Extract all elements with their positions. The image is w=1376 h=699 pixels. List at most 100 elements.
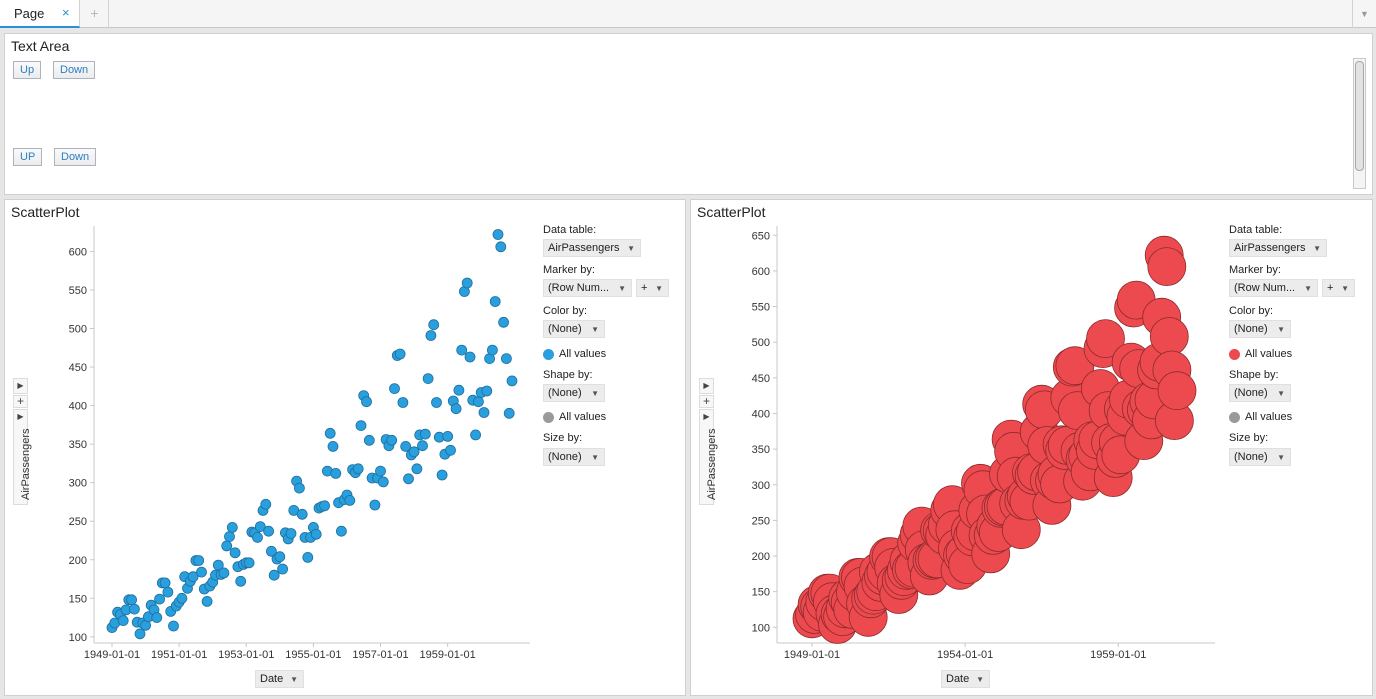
data-point (187, 571, 199, 583)
scatter-chart-right[interactable]: 100 150 200 250 300 350 400 450 500 550 600 650 1949… (691, 200, 1374, 697)
data-point (344, 494, 356, 506)
marker-by-dropdown[interactable]: (Row Num... ▼ (543, 279, 632, 297)
x-axis-selector[interactable]: Date ▼ (941, 670, 990, 688)
color-by-dropdown[interactable]: (None) ▼ (1229, 320, 1291, 338)
data-point (327, 440, 339, 452)
data-point (506, 375, 518, 387)
data-point (201, 595, 213, 607)
y-tick-label: 150 (69, 593, 87, 605)
shape-legend-label: All values (1245, 411, 1293, 423)
data-point (235, 575, 247, 587)
data-point (408, 446, 420, 458)
y-tick-label: 150 (752, 587, 770, 599)
y-axis-controls: ▶ + ▶ AirPassengers (13, 378, 32, 506)
data-point (453, 384, 465, 396)
color-by-label: Color by: (1229, 305, 1274, 317)
vertical-scrollbar[interactable] (1353, 58, 1366, 189)
add-axis-icon[interactable]: + (699, 395, 714, 408)
y-axis-selector[interactable]: ▶ AirPassengers (13, 409, 32, 505)
chevron-down-icon: ▼ (627, 244, 635, 253)
scatterplot-title: ScatterPlot (697, 204, 766, 220)
tab-page[interactable]: Page × (0, 0, 80, 28)
data-point (310, 528, 322, 540)
chevron-down-icon[interactable]: ▼ (1352, 0, 1376, 28)
data-point (369, 499, 381, 511)
data-point (126, 594, 137, 606)
data-point (229, 547, 241, 559)
down-button-2[interactable]: Down (54, 148, 97, 166)
data-point (277, 563, 289, 575)
data-point (296, 508, 308, 520)
data-point (417, 440, 428, 452)
y-tick-label: 400 (69, 401, 87, 413)
data-table-dropdown[interactable]: AirPassengers ▼ (1229, 239, 1327, 257)
y-tick-label: 600 (69, 246, 87, 258)
x-tick-label: 1951-01-01 (151, 649, 207, 661)
data-point (117, 615, 129, 627)
data-point (470, 429, 482, 441)
x-axis-label: Date (260, 673, 284, 685)
y-tick-label: 350 (752, 444, 770, 456)
x-axis-selector[interactable]: Date ▼ (255, 670, 304, 688)
add-tab-icon[interactable]: + (81, 0, 109, 28)
data-point (285, 528, 297, 539)
plus-icon: + (641, 282, 648, 294)
close-icon[interactable]: × (62, 5, 70, 20)
data-table-dropdown[interactable]: AirPassengers ▼ (543, 239, 641, 257)
expand-arrow-icon[interactable]: ▶ (699, 378, 714, 394)
chevron-down-icon: ▼ (591, 389, 599, 398)
marker-by-dropdown[interactable]: (Row Num... ▼ (1229, 279, 1318, 297)
data-point (168, 620, 179, 632)
color-legend-dot-icon (1229, 349, 1240, 360)
data-point (445, 444, 456, 456)
marker-add-dropdown[interactable]: + ▼ (1322, 279, 1355, 297)
data-point (394, 348, 406, 360)
data-point (375, 465, 386, 477)
up-button-2[interactable]: UP (13, 148, 43, 166)
chevron-down-icon: ▼ (618, 284, 626, 293)
down-button[interactable]: Down (53, 61, 96, 79)
size-by-dropdown[interactable]: (None) ▼ (543, 448, 605, 466)
data-point (252, 531, 263, 543)
shape-by-dropdown[interactable]: (None) ▼ (543, 384, 605, 402)
color-by-value: (None) (1234, 323, 1268, 335)
marker-add-dropdown[interactable]: + ▼ (636, 279, 669, 297)
y-tick-label: 250 (69, 516, 87, 528)
x-axis-label: Date (946, 673, 970, 685)
shape-by-dropdown[interactable]: (None) ▼ (1229, 384, 1291, 402)
data-point (176, 592, 188, 604)
y-tick-label: 100 (752, 622, 770, 634)
color-legend-label: All values (559, 348, 607, 360)
data-point (422, 373, 434, 385)
y-tick-label: 350 (69, 439, 87, 451)
data-point (425, 330, 437, 341)
y-axis-selector[interactable]: ▶ AirPassengers (699, 409, 718, 505)
data-point (260, 498, 272, 510)
y-tick-label: 550 (69, 285, 87, 297)
data-point (456, 344, 468, 356)
add-axis-icon[interactable]: + (13, 395, 28, 408)
size-by-dropdown[interactable]: (None) ▼ (1229, 448, 1291, 466)
data-point (481, 385, 493, 397)
chevron-down-icon: ▼ (1277, 389, 1285, 398)
scatterplot-title: ScatterPlot (11, 204, 80, 220)
expand-arrow-icon[interactable]: ▶ (13, 378, 28, 394)
data-point (254, 521, 266, 533)
size-by-label: Size by: (1229, 432, 1269, 444)
chevron-down-icon: ▼ (1341, 284, 1349, 293)
data-point (218, 567, 230, 579)
scrollbar-thumb[interactable] (1355, 61, 1364, 171)
y-tick-label: 200 (752, 551, 770, 563)
chevron-down-icon: ▼ (1277, 325, 1285, 334)
shape-by-value: (None) (548, 387, 582, 399)
up-button[interactable]: Up (13, 61, 42, 79)
x-tick-label: 1949-01-01 (784, 649, 840, 661)
scatter-chart-left[interactable]: 100 150 200 250 300 350 400 450 500 550 600 1949-01… (5, 200, 687, 697)
x-tick-label: 1957-01-01 (352, 649, 408, 661)
color-by-value: (None) (548, 323, 582, 335)
data-point (495, 241, 507, 253)
color-by-dropdown[interactable]: (None) ▼ (543, 320, 605, 338)
data-point (330, 467, 342, 479)
data-point (1157, 371, 1197, 411)
tab-bar: Page × + ▼ (0, 0, 1376, 28)
